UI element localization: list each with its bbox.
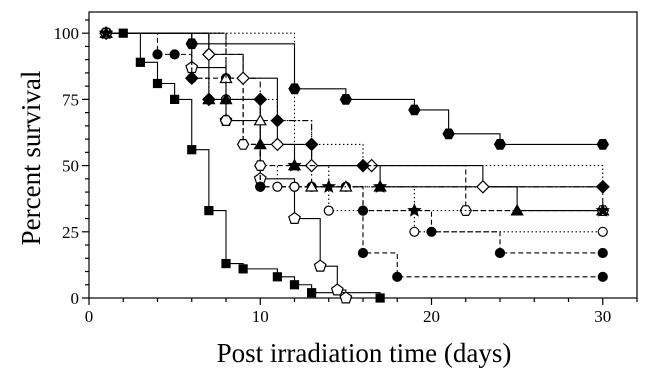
series-line xyxy=(106,32,603,278)
data-point xyxy=(272,181,283,192)
data-point xyxy=(304,137,319,152)
data-point xyxy=(357,247,369,259)
series-line xyxy=(106,32,347,298)
data-point xyxy=(409,226,420,237)
series-line xyxy=(106,32,603,212)
data-point xyxy=(152,49,163,60)
data-point xyxy=(236,139,250,150)
data-point xyxy=(375,293,385,303)
series-line xyxy=(106,32,603,145)
data-point xyxy=(289,181,300,192)
data-point xyxy=(595,203,611,217)
data-point xyxy=(597,271,608,282)
series-line xyxy=(106,32,603,254)
x-tick-label: 10 xyxy=(252,307,269,326)
data-point xyxy=(289,280,300,290)
series-line xyxy=(106,32,604,187)
data-point xyxy=(408,104,421,116)
data-point xyxy=(510,203,524,216)
data-point xyxy=(597,247,608,259)
data-point xyxy=(596,139,609,150)
data-point xyxy=(339,291,353,304)
y-tick-label: 100 xyxy=(54,24,80,43)
data-point xyxy=(339,180,353,192)
series-line xyxy=(106,32,603,212)
data-point xyxy=(236,71,250,86)
axis-ticks xyxy=(82,19,638,305)
data-point xyxy=(219,115,233,126)
data-point xyxy=(184,71,199,86)
data-point xyxy=(187,145,197,155)
data-point xyxy=(253,92,268,107)
data-point xyxy=(597,226,608,237)
data-point xyxy=(288,83,301,95)
data-point xyxy=(321,179,337,193)
data-point xyxy=(202,47,216,62)
series-group xyxy=(98,25,611,304)
data-point xyxy=(323,205,334,216)
y-tick-label: 25 xyxy=(62,223,79,242)
data-point xyxy=(304,180,319,192)
tick-labels: 0 10 20 30 0 25 50 75 100 xyxy=(54,24,612,326)
data-point xyxy=(330,283,344,296)
data-point xyxy=(339,93,353,105)
data-point xyxy=(272,272,282,282)
series-line xyxy=(106,32,603,212)
data-point xyxy=(356,158,370,173)
series-line xyxy=(106,32,604,211)
data-point xyxy=(442,128,455,140)
data-point xyxy=(255,181,266,192)
data-point xyxy=(270,137,285,152)
series-1-filled-square xyxy=(101,28,385,303)
series-4-filled-circle xyxy=(101,28,608,282)
data-point xyxy=(238,264,248,274)
y-tick-label: 75 xyxy=(62,90,79,109)
series-12-star xyxy=(98,25,611,217)
x-tick-label: 20 xyxy=(423,307,440,326)
data-point xyxy=(287,158,302,172)
series-3-filled-hexagon xyxy=(99,27,609,150)
data-point xyxy=(152,78,163,89)
data-point xyxy=(313,259,327,272)
data-point xyxy=(407,203,422,217)
data-point xyxy=(493,139,507,150)
y-axis-title: Percent survival xyxy=(16,71,46,246)
data-point xyxy=(253,137,267,150)
data-point xyxy=(221,258,231,269)
data-point xyxy=(595,179,610,194)
data-point xyxy=(307,288,317,298)
data-point xyxy=(98,25,114,40)
data-point xyxy=(135,57,145,67)
data-point xyxy=(204,206,214,216)
data-point xyxy=(253,113,267,126)
series-5-filled-circle xyxy=(101,28,608,259)
data-point xyxy=(169,49,180,60)
data-point xyxy=(357,205,369,216)
series-6-open-circle xyxy=(101,28,608,237)
data-point xyxy=(476,179,490,194)
series-line xyxy=(106,32,603,233)
x-tick-label: 30 xyxy=(594,307,611,326)
series-line xyxy=(106,32,603,188)
data-point xyxy=(288,211,301,224)
data-point xyxy=(202,92,216,107)
y-tick-label: 50 xyxy=(62,157,79,176)
data-point xyxy=(254,160,267,171)
data-point xyxy=(170,94,180,104)
data-point xyxy=(392,271,403,282)
data-point xyxy=(372,179,388,193)
data-point xyxy=(494,247,506,259)
data-point xyxy=(270,113,285,128)
y-tick-label: 0 xyxy=(71,289,80,308)
x-tick-label: 0 xyxy=(85,307,94,326)
x-axis-title: Post irradiation time (days) xyxy=(217,338,512,368)
